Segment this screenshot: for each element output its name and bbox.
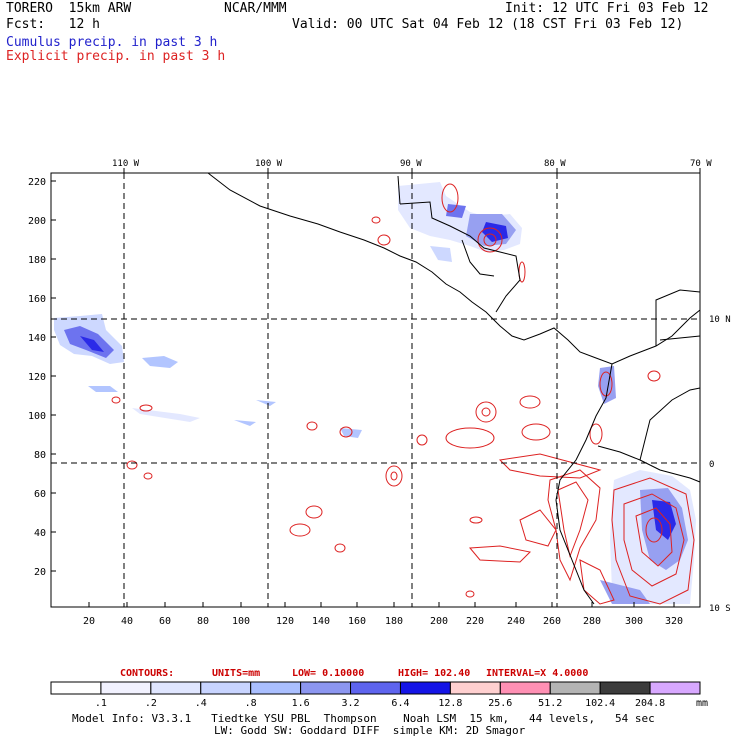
colorbar-label: 6.4 [391,698,409,709]
graticule [51,173,700,607]
colorbar-swatch [50,681,102,695]
contour-low: LOW= 0.10000 [292,668,364,679]
colorbar-label: .1 [95,698,107,709]
colorbar-label: 102.4 [585,698,615,709]
x-tick-label: 280 [583,616,601,627]
y-tick-label: 140 [28,333,46,344]
colorbar-swatch [549,681,601,695]
x-tick-label: 100 [232,616,250,627]
colorbar-swatch [449,681,501,695]
explicit-precip-contours [111,183,695,605]
colorbar [50,681,701,695]
model-title: TORERO 15km ARW [6,1,132,16]
colorbar-swatch [200,681,252,695]
x-tick-label: 320 [665,616,683,627]
colorbar-labels: .1 .2 .4 .8 1.6 3.2 6.4 12.8 25.6 51.2 102.4 204.8 [95,698,665,709]
contour-interval: INTERVAL=X 4.0000 [486,668,588,679]
y-tick-label: 220 [28,177,46,188]
coastlines [207,172,701,605]
colorbar-label: 25.6 [488,698,512,709]
contour-info: CONTOURS: UNITS=mm LOW= 0.10000 HIGH= 10… [120,668,588,679]
y-ticks [51,180,56,572]
colorbar-label: 204.8 [635,698,665,709]
lon-ticks [123,168,701,173]
colorbar-swatch [150,681,202,695]
colorbar-swatch [350,681,401,695]
x-ticks [88,602,675,607]
y-tick-label: 60 [34,489,46,500]
y-tick-label: 200 [28,216,46,227]
x-tick-label: 120 [276,616,294,627]
x-tick-label: 220 [466,616,484,627]
x-tick-label: 20 [83,616,95,627]
lon-label: 90 W [400,159,422,169]
colorbar-label: .4 [195,698,207,709]
y-tick-label: 20 [34,567,46,578]
lon-label: 100 W [255,159,283,169]
x-tick-label: 180 [385,616,403,627]
x-tick-label: 300 [625,616,643,627]
colorbar-swatch [649,681,701,695]
field-cumulus-label: Cumulus precip. in past 3 h [6,35,218,50]
y-tick-label: 100 [28,411,46,422]
colorbar-label: 1.6 [292,698,310,709]
model-info-line1: Model Info: V3.3.1 Tiedtke YSU PBL Thomp… [72,712,655,725]
lon-label: 110 W [112,159,140,169]
colorbar-swatch [499,681,551,695]
colorbar-swatch [300,681,352,695]
lon-label: 80 W [544,159,566,169]
plot-frame [50,172,701,608]
y-axis-labels: 220 200 180 160 140 120 100 80 60 40 20 [28,177,46,578]
colorbar-label: .8 [245,698,257,709]
lat-label: 10 S [709,604,731,614]
x-axis-labels: 20 40 60 80 100 120 140 160 180 200 220 … [83,616,683,627]
colorbar-swatch [250,681,302,695]
lon-labels: 110 W 100 W 90 W 80 W 70 W [112,159,712,169]
x-tick-label: 40 [121,616,133,627]
model-info-line2: LW: Godd SW: Goddard DIFF simple KM: 2D … [214,724,526,737]
y-tick-label: 80 [34,450,46,461]
x-tick-label: 60 [159,616,171,627]
center-name: NCAR/MMM [224,1,287,16]
x-tick-label: 200 [430,616,448,627]
forecast-hour: Fcst: 12 h [6,17,100,32]
lat-label: 10 N [709,315,731,325]
y-tick-label: 120 [28,372,46,383]
contour-high: HIGH= 102.40 [398,668,470,679]
colorbar-swatch [599,681,651,695]
y-tick-label: 180 [28,255,46,266]
colorbar-swatch [100,681,152,695]
x-tick-label: 160 [348,616,366,627]
lat-label: 0 [709,460,714,470]
x-tick-label: 240 [507,616,525,627]
y-tick-label: 40 [34,528,46,539]
x-tick-label: 80 [197,616,209,627]
field-explicit-label: Explicit precip. in past 3 h [6,49,226,64]
lon-label: 70 W [690,159,712,169]
contour-units: UNITS=mm [212,668,260,679]
colorbar-label: .2 [145,698,157,709]
init-time: Init: 12 UTC Fri 03 Feb 12 [505,1,709,16]
y-tick-label: 160 [28,294,46,305]
contour-label: CONTOURS: [120,668,174,679]
colorbar-label: 12.8 [438,698,462,709]
colorbar-label: 51.2 [538,698,562,709]
valid-time: Valid: 00 UTC Sat 04 Feb 12 (18 CST Fri … [292,17,684,32]
x-tick-label: 140 [312,616,330,627]
colorbar-label: 3.2 [342,698,360,709]
colorbar-unit: mm [696,698,708,709]
colorbar-swatch [399,681,451,695]
x-tick-label: 260 [543,616,561,627]
